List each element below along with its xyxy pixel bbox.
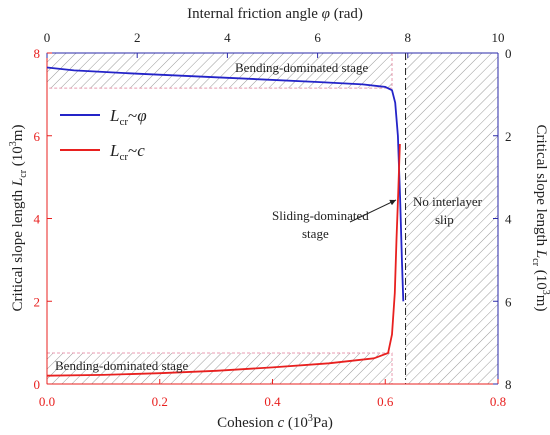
left-tick-label: 2 <box>34 294 41 309</box>
top-tick-label: 6 <box>314 30 321 45</box>
legend-label-phi: Lcr~φ <box>109 106 147 128</box>
sliding-label-line2: stage <box>302 226 329 241</box>
right-tick-label: 2 <box>505 129 512 144</box>
bending-top-label: Bending-dominated stage <box>235 60 368 75</box>
bending-bottom-label: Bending-dominated stage <box>55 358 188 373</box>
left-axis-title: Critical slope length Lcr (103m) <box>8 125 29 312</box>
bottom-axis-title: Cohesion c (103Pa) <box>217 413 333 431</box>
region-bottom <box>46 352 393 385</box>
bottom-tick-label: 0.8 <box>490 394 506 409</box>
top-tick-label: 4 <box>224 30 231 45</box>
top-tick-label: 2 <box>134 30 141 45</box>
left-tick-label: 4 <box>34 212 41 227</box>
top-axis-title: Internal friction angle φ (rad) <box>187 6 363 22</box>
series-line-phi <box>46 66 405 302</box>
top-tick-label: 8 <box>405 30 412 45</box>
bottom-tick-label: 0.0 <box>39 394 55 409</box>
left-tick-label: 8 <box>34 46 41 61</box>
left-tick-label: 6 <box>34 129 41 144</box>
right-tick-label: 0 <box>505 46 512 61</box>
top-tick-label: 0 <box>44 30 51 45</box>
legend: Lcr~φ Lcr~c <box>60 106 147 163</box>
bottom-tick-label: 0.6 <box>377 394 394 409</box>
bottom-tick-label: 0.4 <box>264 394 281 409</box>
legend-label-c: Lcr~c <box>109 141 145 163</box>
left-tick-label: 0 <box>34 377 41 392</box>
annotations: Bending-dominated stage Bending-dominate… <box>55 60 483 373</box>
series-line-c <box>46 143 401 377</box>
sliding-label-line1: Sliding-dominated <box>272 208 369 223</box>
series-lines <box>46 66 405 377</box>
right-tick-label: 6 <box>505 294 512 309</box>
region-right <box>405 53 498 384</box>
no-slip-label-line1: No interlayer <box>413 194 483 209</box>
right-axis-title: Critical slope length Lcr (103m) <box>530 125 550 312</box>
bottom-tick-label: 0.2 <box>152 394 168 409</box>
top-tick-label: 10 <box>492 30 505 45</box>
sliding-arrow <box>349 199 397 223</box>
no-slip-label-line2: slip <box>435 212 454 227</box>
right-tick-label: 8 <box>505 377 512 392</box>
right-tick-label: 4 <box>505 212 512 227</box>
hatched-regions <box>46 52 498 385</box>
